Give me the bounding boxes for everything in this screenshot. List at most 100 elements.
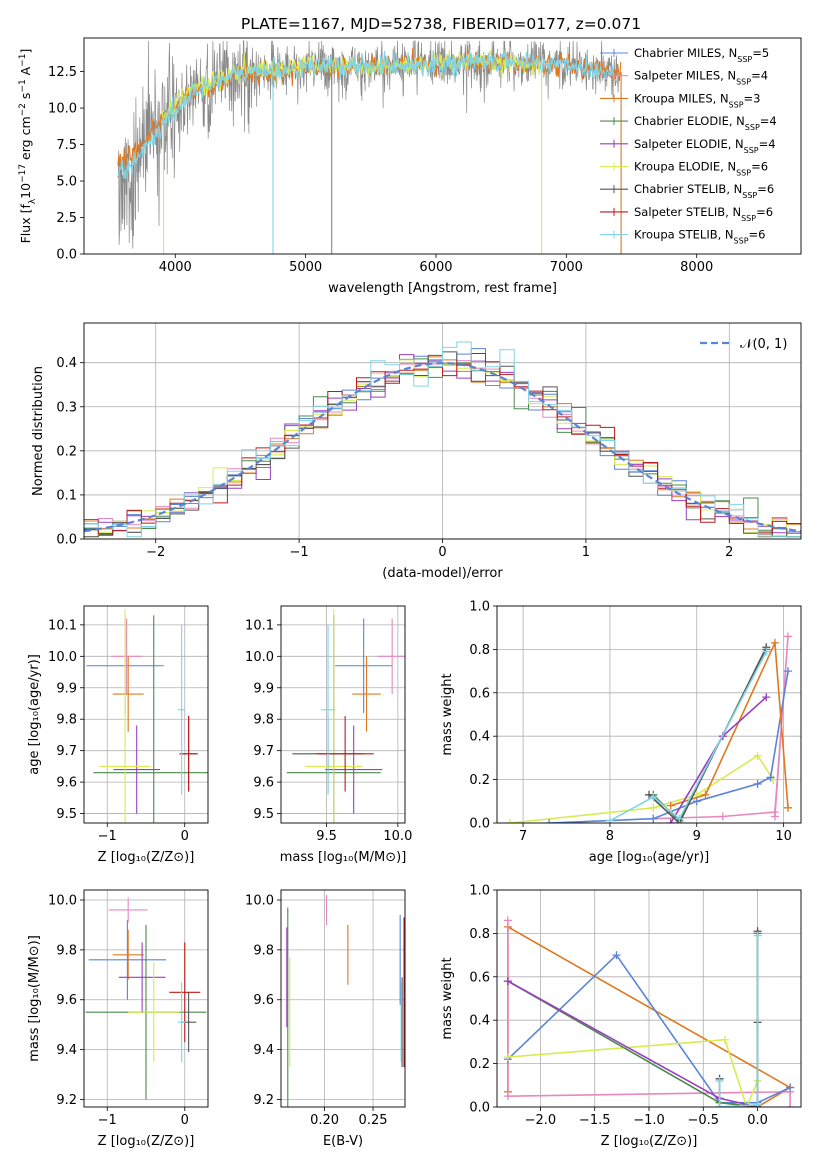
x-axis-label: age [log₁₀(age/yr)]: [589, 850, 710, 865]
y-tick-label: 10.1: [245, 618, 274, 633]
y-tick-label: 9.9: [56, 681, 77, 696]
weight-point: [503, 1092, 512, 1101]
weight-line: [648, 646, 768, 823]
y-tick-label: 0.2: [469, 773, 490, 788]
weight-point: [786, 1103, 795, 1107]
plot-area: [503, 916, 795, 1107]
axes-frame: [83, 889, 209, 1108]
residuals-panel: −2 −1 0 1 2 0.0 0.1 0.2 0.3 0.4 (data-model)/error…: [31, 322, 802, 581]
weight-line: [509, 754, 774, 823]
x-tick-label: −1.5: [579, 1113, 611, 1128]
legend-tail: =4: [751, 69, 768, 83]
y-tick-label: 10.0: [245, 893, 274, 908]
weight-line: [718, 935, 759, 1107]
x-tick-label: 0: [181, 1113, 189, 1128]
model-spectrum-kroupa-stelib: [117, 49, 620, 180]
y-tick-label: 9.8: [253, 943, 274, 958]
weight-point: [783, 632, 792, 641]
x-tick-label: 9.5: [316, 829, 337, 844]
y-tick-label: 0.0: [469, 1101, 490, 1116]
errorbar-salpeter-miles: [111, 618, 143, 695]
legend-sub: SSP: [742, 191, 757, 200]
weight-point: [649, 814, 658, 823]
weight-point: [721, 1035, 729, 1044]
x-axis-label: Z [log₁₀(Z/Z⊙)]: [98, 1134, 195, 1149]
legend-entry-chabrier-elodie: Chabrier ELODIE, NSSP=4: [634, 114, 777, 132]
weight-series-chabrier-miles: [545, 667, 792, 823]
x-tick-label: 0: [438, 545, 446, 560]
x-tick-label: 0: [181, 829, 189, 844]
errorbar-kroupa-elodie: [99, 609, 151, 823]
legend-sub: SSP: [736, 77, 751, 86]
y-tick-label: 0.0: [56, 248, 77, 263]
y-tick-label: 7.5: [56, 138, 77, 153]
y-tick-label: 9.5: [253, 807, 274, 822]
y-tick-label: 0.2: [469, 1057, 490, 1072]
errorbar-salpeter-stelib: [179, 716, 198, 792]
weight-point: [701, 790, 710, 799]
age-vs-metallicity-panel: −1 0 9.5 9.6 9.7 9.8 9.9 10.0 10.1 Z [log₁₀(Z/Z⊙)…: [27, 605, 209, 865]
weight-line: [507, 1038, 759, 1107]
x-tick-label: −2.0: [525, 1113, 557, 1128]
x-tick-label: 5000: [289, 260, 322, 275]
x-axis-label: Z [log₁₀(Z/Z⊙)]: [601, 1134, 698, 1149]
errorbar-chabrier-miles: [88, 919, 167, 1000]
weight-point: [753, 751, 762, 760]
y-axis-label-part: 10: [18, 183, 33, 199]
weight-point: [715, 1076, 724, 1085]
y-axis-label-part: erg cm: [18, 116, 33, 164]
spectrum-panel: 4000 5000 6000 7000 8000 0.0 2.5 5.0 7.5 10.0 12.5…: [18, 37, 802, 296]
weight-point: [545, 819, 554, 823]
x-tick-label: 4000: [159, 260, 192, 275]
y-tick-label: 9.6: [56, 993, 77, 1008]
axes-frame: [83, 322, 802, 540]
weight-point: [753, 1100, 762, 1107]
y-tick-label: 0.4: [469, 1014, 490, 1029]
y-tick-label: 0.3: [56, 400, 77, 415]
weight-point: [666, 819, 675, 823]
x-tick-label: 0.25: [359, 1113, 388, 1128]
y-tick-label: 9.8: [56, 713, 77, 728]
legend-tail: =4: [759, 137, 776, 151]
normal-curve: [84, 361, 801, 533]
y-tick-label: 10.1: [48, 618, 77, 633]
weight-point: [715, 1103, 724, 1107]
y-tick-label: 0.0: [469, 817, 490, 832]
y-tick-label: 9.7: [56, 744, 77, 759]
weight-line: [670, 639, 789, 808]
weight-point: [605, 816, 614, 823]
legend-tail: =5: [752, 46, 769, 60]
legend-text: Kroupa STELIB, N: [634, 228, 734, 242]
weight-series-kroupa-stelib: [715, 931, 762, 1107]
y-axis-label: mass weight: [440, 673, 455, 755]
errorbar-kroupa-elodie: [128, 962, 180, 1063]
y-tick-label: 9.8: [56, 943, 77, 958]
errorbar-kroupa-miles: [112, 656, 144, 732]
x-tick-label: 8000: [680, 260, 713, 275]
legend-entry-salpeter-miles: Salpeter MILES, NSSP=4: [634, 69, 768, 87]
weight-point: [503, 916, 512, 925]
weight-point: [783, 667, 792, 676]
y-tick-label: 10.0: [48, 893, 77, 908]
x-axis-label: mass [log₁₀(M/M⊙)]: [280, 850, 407, 865]
errorbar-salpeter-stelib: [316, 716, 374, 792]
weight-series-salpeter-miles: [503, 916, 795, 1107]
y-axis-label: Flux [fλ10−17 erg cm−2 s−1 A−1]: [18, 49, 38, 244]
legend-entry-chabrier-stelib: Chabrier STELIB, NSSP=6: [634, 182, 774, 200]
weight-point: [766, 773, 775, 782]
weight-line: [653, 636, 789, 820]
weight-series-kroupa-stelib: [605, 647, 771, 823]
legend-sub: SSP: [729, 100, 744, 109]
weight-point: [675, 814, 684, 823]
y-axis-label: Normed distribution: [31, 366, 46, 496]
legend-label-normal: 𝒩(0, 1): [740, 337, 787, 352]
errorbar-salpeter-elodie: [113, 725, 160, 814]
x-tick-label: 10: [775, 829, 792, 844]
plot-area: [85, 897, 207, 1100]
mass-vs-metallicity-panel: −1 0 9.2 9.4 9.6 9.8 10.0 Z [log₁₀(Z/Z⊙)] mass […: [27, 889, 209, 1149]
axes-frame: [496, 889, 802, 1108]
y-tick-label: 0.6: [469, 970, 490, 985]
weight-point: [762, 647, 771, 656]
y-tick-label: 5.0: [56, 175, 77, 190]
x-tick-label: 8: [606, 829, 614, 844]
